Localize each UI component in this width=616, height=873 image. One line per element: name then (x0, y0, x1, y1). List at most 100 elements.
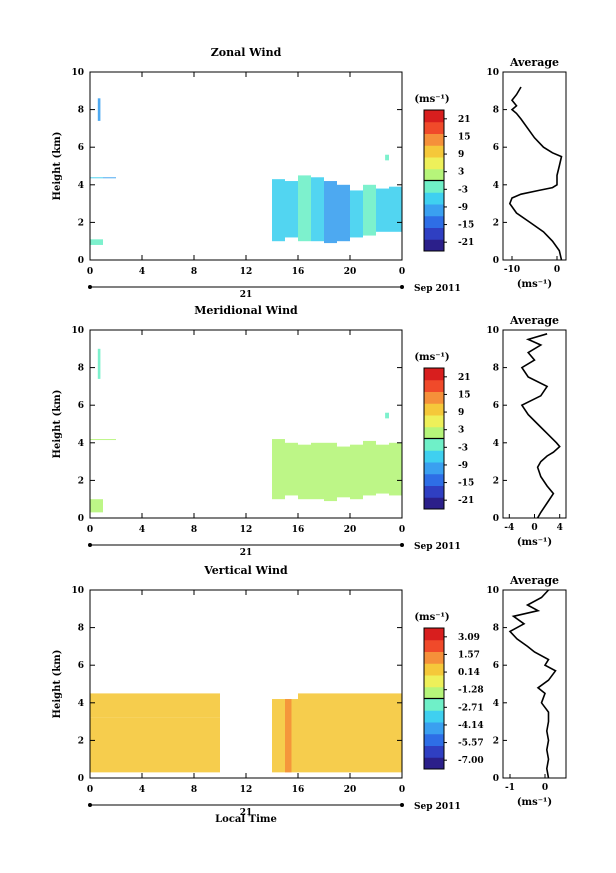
colorbar-swatch (424, 757, 444, 770)
x-tick-label: 0 (399, 785, 405, 795)
date-day: 21 (240, 808, 253, 818)
data-cell (90, 499, 103, 513)
avg-x-tick-label: 0 (554, 265, 560, 275)
data-cell (90, 439, 103, 441)
average-profile-line (520, 333, 561, 519)
colorbar-swatch (424, 204, 444, 217)
colorbar-swatch (424, 485, 444, 498)
data-cell (298, 693, 402, 773)
date-bar-end (400, 285, 404, 289)
data-cell (376, 444, 389, 494)
avg-y-tick-label: 2 (493, 736, 499, 746)
data-cell (376, 188, 389, 232)
y-tick-label: 4 (78, 699, 84, 709)
colorbar-label: 21 (458, 115, 471, 125)
y-tick-label: 10 (71, 68, 84, 78)
colorbar-label: -2.71 (458, 703, 484, 713)
y-axis-label: Height (km) (52, 132, 63, 201)
data-cell (298, 444, 311, 500)
colorbar-label: -4.14 (458, 721, 484, 731)
data-cell (90, 717, 220, 773)
average-unit: (ms⁻¹) (517, 279, 552, 290)
colorbar-swatch (424, 663, 444, 676)
avg-y-tick-label: 8 (493, 364, 499, 374)
colorbar-label: -3 (458, 443, 468, 453)
date-bar-end (88, 285, 92, 289)
date-month: Sep 2011 (414, 542, 461, 552)
date-bar-end (88, 543, 92, 547)
average-frame (502, 329, 567, 519)
colorbar-swatch (424, 639, 444, 652)
avg-y-tick-label: 6 (493, 143, 499, 153)
x-tick-label: 0 (87, 267, 93, 277)
colorbar-swatch (424, 675, 444, 688)
y-axis-label: Height (km) (52, 650, 63, 719)
data-cell (298, 175, 311, 242)
colorbar-label: -15 (458, 221, 474, 231)
data-cell (90, 693, 220, 718)
avg-y-tick-label: 0 (493, 774, 499, 784)
colorbar-label: 3 (458, 426, 464, 436)
colorbar-swatch (424, 239, 444, 252)
colorbar-swatch (424, 497, 444, 510)
avg-y-tick-label: 8 (493, 624, 499, 634)
colorbar-label: -7.00 (458, 756, 484, 766)
colorbar-swatch (424, 438, 444, 451)
colorbar-swatch (424, 368, 444, 381)
x-tick-label: 16 (292, 267, 305, 277)
data-cell (389, 186, 402, 232)
avg-y-tick-label: 2 (493, 218, 499, 228)
data-cell (285, 442, 298, 496)
colorbar-swatch (424, 686, 444, 699)
data-cell (97, 98, 101, 121)
y-tick-label: 8 (78, 106, 84, 116)
average-profile-line (508, 589, 557, 779)
colorbar-label: 9 (458, 150, 464, 160)
colorbar-swatch (424, 450, 444, 463)
y-axis-label: Height (km) (52, 390, 63, 459)
colorbar-swatch (424, 133, 444, 146)
avg-y-tick-label: 10 (486, 586, 499, 596)
colorbar-swatch (424, 110, 444, 123)
colorbar-swatch (424, 121, 444, 134)
colorbar-swatch (424, 145, 444, 158)
x-tick-label: 4 (139, 525, 145, 535)
date-month: Sep 2011 (414, 802, 461, 812)
colorbar-label: -21 (458, 496, 474, 506)
date-day: 21 (240, 290, 253, 300)
colorbar-unit: (ms⁻¹) (414, 352, 449, 363)
data-cell (324, 442, 337, 502)
data-cell (363, 184, 376, 236)
panel-title: Meridional Wind (194, 304, 298, 317)
avg-y-tick-label: 4 (493, 181, 499, 191)
y-tick-label: 0 (78, 514, 84, 524)
x-tick-label: 20 (344, 267, 357, 277)
colorbar-unit: (ms⁻¹) (414, 612, 449, 623)
data-cell (311, 442, 324, 500)
colorbar-swatch (424, 745, 444, 758)
y-tick-label: 8 (78, 624, 84, 634)
data-cell (103, 177, 116, 179)
average-unit: (ms⁻¹) (517, 537, 552, 548)
data-cell (285, 181, 298, 238)
colorbar-label: -15 (458, 479, 474, 489)
data-cell (97, 348, 101, 379)
date-bar-end (400, 803, 404, 807)
avg-y-tick-label: 10 (486, 326, 499, 336)
colorbar-swatch (424, 733, 444, 746)
average-profile-line (508, 86, 563, 261)
avg-y-tick-label: 4 (493, 439, 499, 449)
colorbar-swatch (424, 227, 444, 240)
y-tick-label: 2 (78, 736, 84, 746)
colorbar-label: -1.28 (458, 686, 484, 696)
colorbar-swatch (424, 462, 444, 475)
date-month: Sep 2011 (414, 284, 461, 294)
x-tick-label: 8 (191, 785, 197, 795)
x-tick-label: 4 (139, 785, 145, 795)
colorbar-swatch (424, 473, 444, 486)
panel-title: Zonal Wind (211, 46, 282, 59)
x-tick-label: 16 (292, 785, 305, 795)
colorbar-swatch (424, 403, 444, 416)
